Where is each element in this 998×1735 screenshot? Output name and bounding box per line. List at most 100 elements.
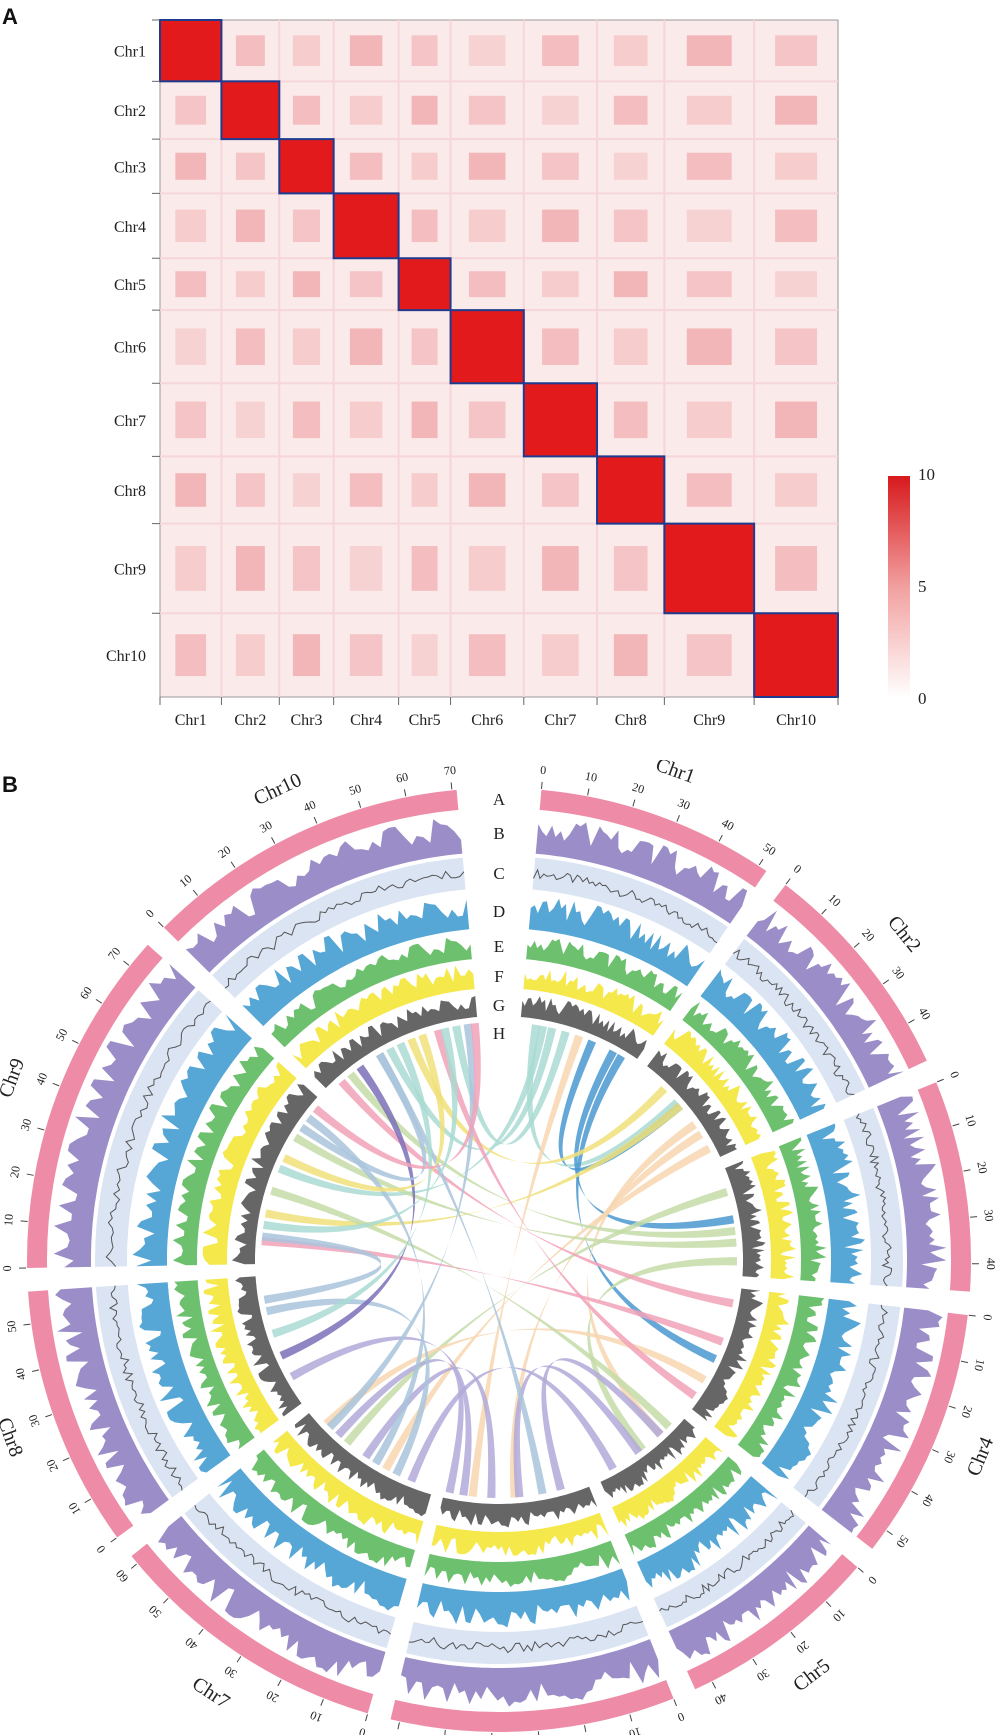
synteny-link [271, 1041, 433, 1338]
interchrom-hotspot [542, 546, 579, 591]
circos-tick [23, 1323, 31, 1326]
circos-tick-label: 40 [984, 1258, 998, 1270]
circos-tick [632, 799, 636, 807]
circos-tick [718, 834, 723, 842]
interchrom-hotspot [349, 546, 383, 591]
circos-tick [886, 1530, 893, 1536]
circos-tick [712, 1681, 717, 1689]
interchrom-hotspot [686, 209, 732, 243]
track-letter-b: B [493, 824, 504, 843]
track-letter-a: A [493, 790, 506, 809]
track-e-chr10 [271, 937, 472, 1048]
interchrom-hotspot [468, 95, 506, 125]
circos-tick [673, 1699, 677, 1707]
heatmap-row-label: Chr8 [114, 483, 146, 500]
track-c-bg-chr5 [653, 1502, 806, 1628]
heatmap-col-label: Chr10 [776, 712, 816, 729]
track-f-chr2 [664, 1028, 761, 1146]
circos-tick-label: 30 [222, 1663, 240, 1681]
circos-tick [758, 858, 764, 866]
intrachrom-block-chr5 [397, 257, 452, 312]
circos-tick [541, 781, 543, 789]
interchrom-hotspot [292, 35, 321, 66]
circos-tick-label: 10 [971, 1358, 987, 1373]
interchrom-hotspot [613, 209, 648, 243]
interchrom-hotspot [775, 152, 818, 180]
circos-tick [968, 1314, 976, 1317]
track-d-chr8 [136, 1282, 231, 1473]
ideogram-chr8 [28, 1290, 134, 1538]
circos-tick [236, 1656, 242, 1663]
circos-tick-label: 0 [143, 906, 157, 920]
track-e-chr2 [682, 1002, 794, 1133]
track-d-chr6 [416, 1568, 630, 1628]
heatmap-row-label: Chr9 [114, 561, 146, 578]
circos-tick [825, 1601, 832, 1608]
interchrom-hotspot [349, 35, 383, 66]
interchrom-hotspot [349, 271, 383, 298]
track-e-chr3 [778, 1137, 827, 1282]
track-b-chr8 [55, 1287, 169, 1514]
interchrom-hotspot [686, 271, 732, 298]
circos-tick [62, 1457, 70, 1462]
heatmap-col-label: Chr3 [290, 712, 322, 729]
circos-tick [230, 861, 236, 868]
circos-chrom-label-chr10: Chr10 [250, 769, 305, 810]
interchrom-hotspot [175, 401, 207, 439]
circos-tick [403, 789, 407, 797]
circos-tick-label: 0 [540, 763, 547, 777]
track-g-chr9 [231, 1084, 318, 1265]
intrachrom-block-chr3 [278, 138, 335, 195]
circos-tick-label: 10 [962, 1113, 979, 1128]
track-f-chr8 [203, 1278, 279, 1434]
interchrom-hotspot [542, 152, 579, 180]
circos-tick-label: 20 [859, 926, 877, 944]
circos-tick-label: 10 [584, 769, 598, 785]
circos-tick [857, 1567, 864, 1573]
interchrom-hotspot [686, 95, 732, 125]
circos-tick [790, 1631, 796, 1638]
circos-tick-label: 50 [893, 1533, 911, 1551]
circos-tick [948, 1405, 956, 1409]
synteny-link [335, 1358, 464, 1494]
interchrom-hotspot [175, 546, 207, 591]
circos-tick-label: 50 [347, 781, 363, 798]
interchrom-hotspot [349, 95, 383, 125]
panel-b-label: B [2, 772, 18, 797]
circos-tick [84, 1498, 92, 1504]
ideogram-chr3 [917, 1082, 971, 1292]
interchrom-hotspot [775, 209, 818, 243]
track-e-chr4 [737, 1295, 825, 1458]
circos-tick [911, 1490, 918, 1496]
intrachrom-block-chr6 [449, 309, 525, 385]
synteny-link [513, 1365, 643, 1498]
track-c-bg-chr8 [95, 1284, 199, 1498]
circos-tick [45, 1414, 53, 1418]
circos-chrom-label-chr5: Chr5 [789, 1655, 834, 1697]
track-f-chr5 [612, 1437, 724, 1527]
circos-plot: 01020304050Chr1010203040Chr2010203040Chr… [0, 760, 998, 1735]
track-b-chr3 [877, 1096, 947, 1289]
track-d-chr1 [528, 898, 705, 987]
interchrom-hotspot [686, 152, 732, 180]
track-c-line-chr4 [804, 1304, 889, 1498]
interchrom-hotspot [175, 271, 207, 298]
circos-tick-label: 20 [958, 1404, 975, 1420]
intrachrom-block-chr7 [522, 382, 599, 458]
heatmap-row-label: Chr3 [114, 159, 146, 176]
circos-tick [584, 1725, 587, 1733]
interchrom-hotspot [292, 271, 321, 298]
circos-tick-label: 40 [919, 1492, 937, 1509]
track-d-chr10 [242, 899, 470, 1027]
interchrom-hotspot [686, 401, 732, 439]
track-e-chr9 [172, 1046, 275, 1266]
intrachrom-block-chr9 [663, 522, 756, 615]
heatmap-row-label: Chr4 [114, 219, 146, 236]
colorbar [888, 476, 910, 698]
circos-tick [358, 800, 362, 808]
heatmap-col-label: Chr7 [544, 712, 576, 729]
track-f-chr10 [292, 965, 475, 1069]
ideogram-chr5 [686, 1554, 858, 1690]
track-e-chr6 [424, 1540, 621, 1587]
heatmap-col-label: Chr6 [471, 712, 503, 729]
